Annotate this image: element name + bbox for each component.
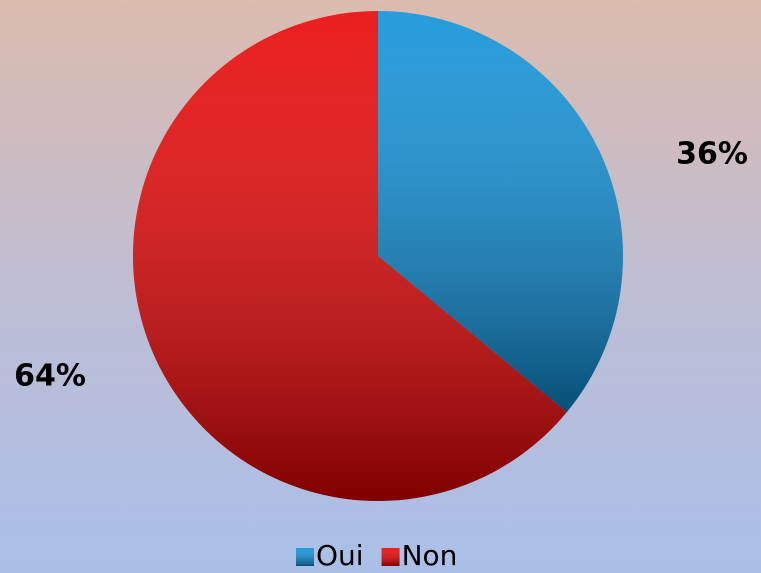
legend-swatch-shade [381, 548, 400, 566]
legend-label: Non [402, 539, 458, 572]
legend-label: Oui [316, 539, 364, 572]
data-label: 36% [676, 137, 748, 172]
data-label: 64% [14, 359, 86, 394]
legend-swatch-shade [296, 548, 314, 566]
pie [132, 11, 623, 501]
